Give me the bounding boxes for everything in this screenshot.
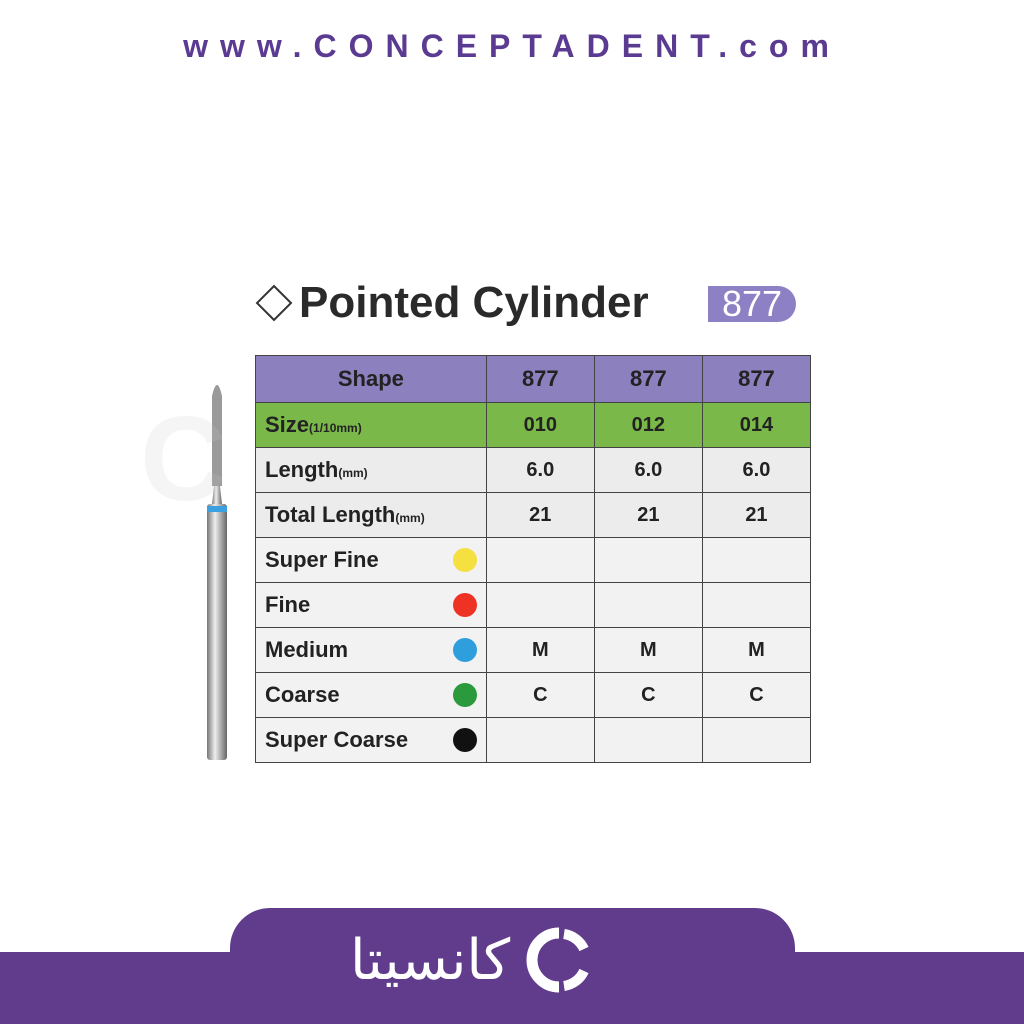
length-value: 6.0: [701, 447, 812, 493]
grit-value: [593, 537, 703, 583]
grit-label-text: Super Coarse: [265, 727, 409, 752]
product-code-badge: 877: [708, 286, 796, 322]
total-length-value: 21: [701, 492, 812, 538]
grit-label: Super Fine: [255, 537, 487, 583]
grit-row: Fine: [255, 582, 812, 628]
grit-value: [593, 717, 703, 763]
grit-row: Coarse C C C: [255, 672, 812, 718]
grit-value: [485, 717, 595, 763]
grit-color-dot-icon: [452, 728, 477, 752]
size-unit: (1/10mm): [309, 421, 362, 435]
grit-value: C: [701, 672, 812, 718]
logo-text: کانسیتا: [350, 928, 511, 991]
size-value: 014: [701, 402, 812, 448]
grit-color-dot-icon: [452, 593, 477, 617]
grit-row: Super Coarse: [255, 717, 812, 763]
total-length-label: Total Length(mm): [255, 492, 487, 538]
grit-row: Super Fine: [255, 537, 812, 583]
grit-label-text: Super Fine: [265, 547, 379, 572]
grit-value: M: [701, 627, 812, 673]
footer-banner: [0, 952, 1024, 1024]
grit-value: [593, 582, 703, 628]
length-label-text: Length: [265, 457, 339, 482]
total-length-value: 21: [593, 492, 703, 538]
size-label: Size(1/10mm): [255, 402, 487, 448]
size-value: 012: [593, 402, 703, 448]
size-label-text: Size: [265, 412, 310, 437]
watermark: C: [140, 392, 227, 526]
bur-image: [207, 385, 227, 760]
logo-ring-icon: [526, 927, 589, 993]
shape-value: 877: [701, 355, 812, 403]
website-url: www.CONCEPTADENT.com: [183, 28, 841, 64]
grit-value: C: [593, 672, 703, 718]
size-row: Size(1/10mm) 010 012 014: [255, 402, 812, 448]
grit-label: Super Coarse: [255, 717, 487, 763]
shape-label: Shape: [255, 355, 487, 403]
grit-label: Fine: [255, 582, 487, 628]
grit-color-dot-icon: [452, 638, 477, 662]
brand-logo: کانسیتا: [350, 925, 594, 995]
grit-label: Coarse: [255, 672, 487, 718]
product-title: Pointed Cylinder: [255, 278, 649, 328]
total-length-unit: (mm): [395, 511, 425, 525]
spec-table: Shape 877 877 877 Size(1/10mm) 010 012 0…: [255, 355, 812, 763]
shape-value: 877: [593, 355, 703, 403]
grit-row: Medium M M M: [255, 627, 812, 673]
length-unit: (mm): [338, 466, 368, 480]
grit-value: C: [485, 672, 595, 718]
grit-color-dot-icon: [452, 683, 477, 707]
grit-value: [701, 582, 812, 628]
shape-row: Shape 877 877 877: [255, 355, 812, 403]
grit-label-text: Coarse: [265, 682, 340, 707]
length-value: 6.0: [485, 447, 595, 493]
grit-label-text: Fine: [265, 592, 311, 617]
grit-value: [701, 717, 812, 763]
grit-value: M: [593, 627, 703, 673]
grit-value: [485, 537, 595, 583]
grit-value: [701, 537, 812, 583]
product-title-text: Pointed Cylinder: [299, 278, 649, 327]
grit-color-dot-icon: [452, 548, 477, 572]
length-label: Length(mm): [255, 447, 487, 493]
size-value: 010: [485, 402, 595, 448]
grit-label-text: Medium: [265, 637, 349, 662]
grit-label: Medium: [255, 627, 487, 673]
grit-value: [485, 582, 595, 628]
length-row: Length(mm) 6.0 6.0 6.0: [255, 447, 812, 493]
shape-value: 877: [485, 355, 595, 403]
total-length-label-text: Total Length: [265, 502, 396, 527]
grit-value: M: [485, 627, 595, 673]
diamond-icon: [255, 284, 293, 322]
length-value: 6.0: [593, 447, 703, 493]
total-length-value: 21: [485, 492, 595, 538]
total-length-row: Total Length(mm) 21 21 21: [255, 492, 812, 538]
